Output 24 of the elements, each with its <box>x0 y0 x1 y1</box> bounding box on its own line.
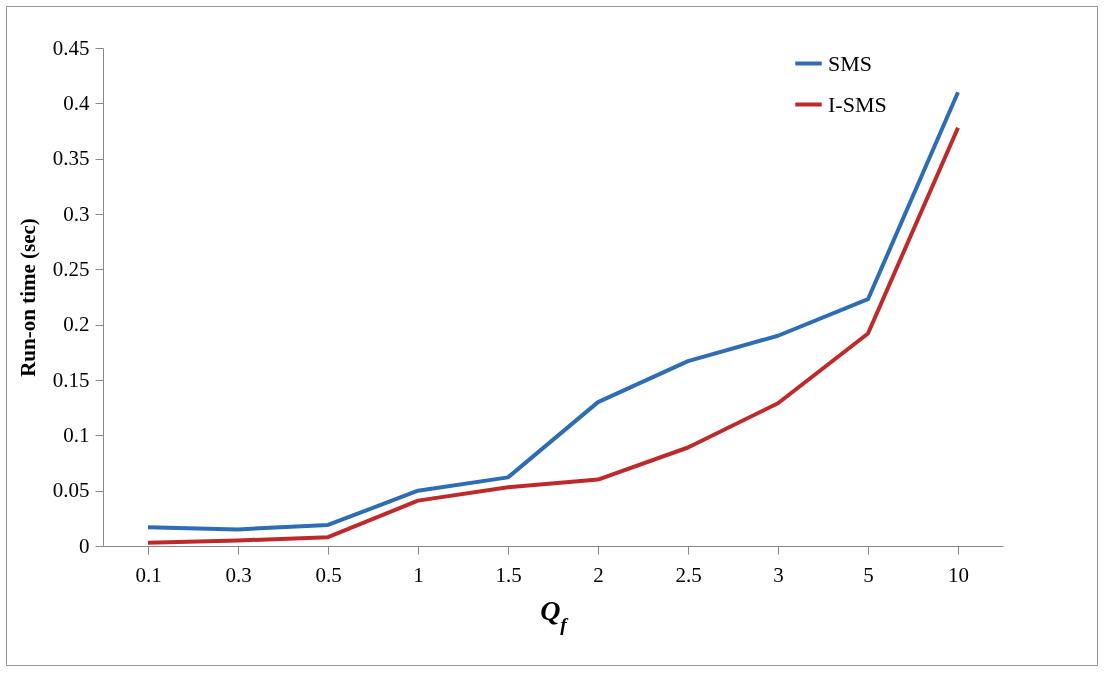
x-tick-label: 0.1 <box>135 562 162 587</box>
x-tick-label: 1 <box>413 562 424 587</box>
x-tick-label: 5 <box>863 562 874 587</box>
y-tick-label: 0.25 <box>52 256 90 281</box>
x-axis-title: Q$_{f}$ <box>540 594 570 634</box>
y-tick-label: 0.35 <box>52 146 90 171</box>
x-tick-label: 2.5 <box>675 562 702 587</box>
y-axis-title: Run-on time (sec) <box>15 218 40 377</box>
legend-label: SMS <box>828 50 873 76</box>
x-tick-label: 1.5 <box>495 562 522 587</box>
x-tick-label: 2 <box>593 562 604 587</box>
y-tick-label: 0.4 <box>63 90 90 115</box>
x-tick-label: 0.3 <box>225 562 252 587</box>
legend-label: I-SMS <box>828 91 887 117</box>
x-tick-label: 0.5 <box>315 562 342 587</box>
y-tick-label: 0.2 <box>63 312 90 337</box>
x-tick-label: 10 <box>948 562 969 587</box>
x-tick-label: 3 <box>773 562 784 587</box>
y-tick-label: 0.15 <box>52 367 90 392</box>
y-tick-label: 0.3 <box>63 201 90 226</box>
y-tick-label: 0.1 <box>63 422 90 447</box>
y-tick-label: 0.45 <box>52 35 90 60</box>
y-tick-label: 0.05 <box>52 478 90 503</box>
y-tick-label: 0 <box>79 533 90 558</box>
